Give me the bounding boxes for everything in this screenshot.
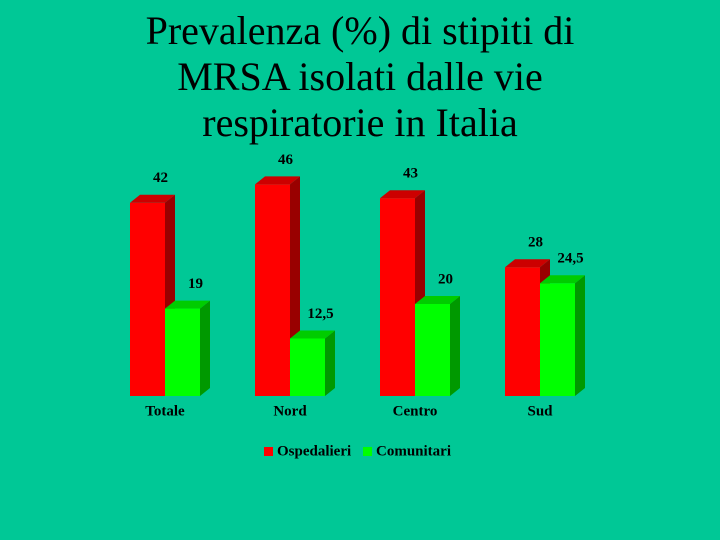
bar-side	[450, 296, 460, 396]
value-label: 24,5	[557, 251, 583, 267]
legend-label: Ospedalieri	[277, 443, 351, 459]
value-label: 46	[278, 152, 294, 168]
bar-top	[505, 259, 550, 268]
value-label: 42	[153, 170, 168, 186]
legend-swatch	[264, 447, 273, 456]
bar	[540, 283, 575, 396]
bar-top	[255, 176, 300, 185]
legend-label: Comunitari	[376, 443, 451, 459]
x-tick-label: Totale	[145, 403, 185, 419]
bar-top	[290, 330, 335, 339]
value-label: 43	[403, 166, 418, 182]
value-label: 19	[188, 276, 203, 292]
x-tick-label: Nord	[273, 403, 307, 419]
bar-side	[575, 275, 585, 396]
bar-top	[540, 275, 585, 284]
value-label: 12,5	[307, 306, 333, 322]
bar-side	[325, 330, 335, 396]
bar-top	[130, 194, 175, 203]
value-label: 28	[528, 235, 543, 251]
bar	[505, 267, 540, 396]
chart-title: Prevalenza (%) di stipiti di MRSA isolat…	[145, 8, 575, 145]
bar	[165, 308, 200, 396]
legend-swatch	[363, 447, 372, 456]
bar-top	[165, 300, 210, 309]
bar-side	[200, 300, 210, 396]
x-tick-label: Centro	[393, 403, 438, 419]
bar	[290, 338, 325, 396]
x-tick-label: Sud	[527, 403, 553, 419]
bar	[130, 202, 165, 396]
bar	[255, 184, 290, 396]
bar-top	[380, 190, 425, 199]
bar-top	[415, 296, 460, 304]
bar	[415, 304, 450, 396]
bar	[380, 198, 415, 396]
value-label: 20	[438, 271, 453, 287]
